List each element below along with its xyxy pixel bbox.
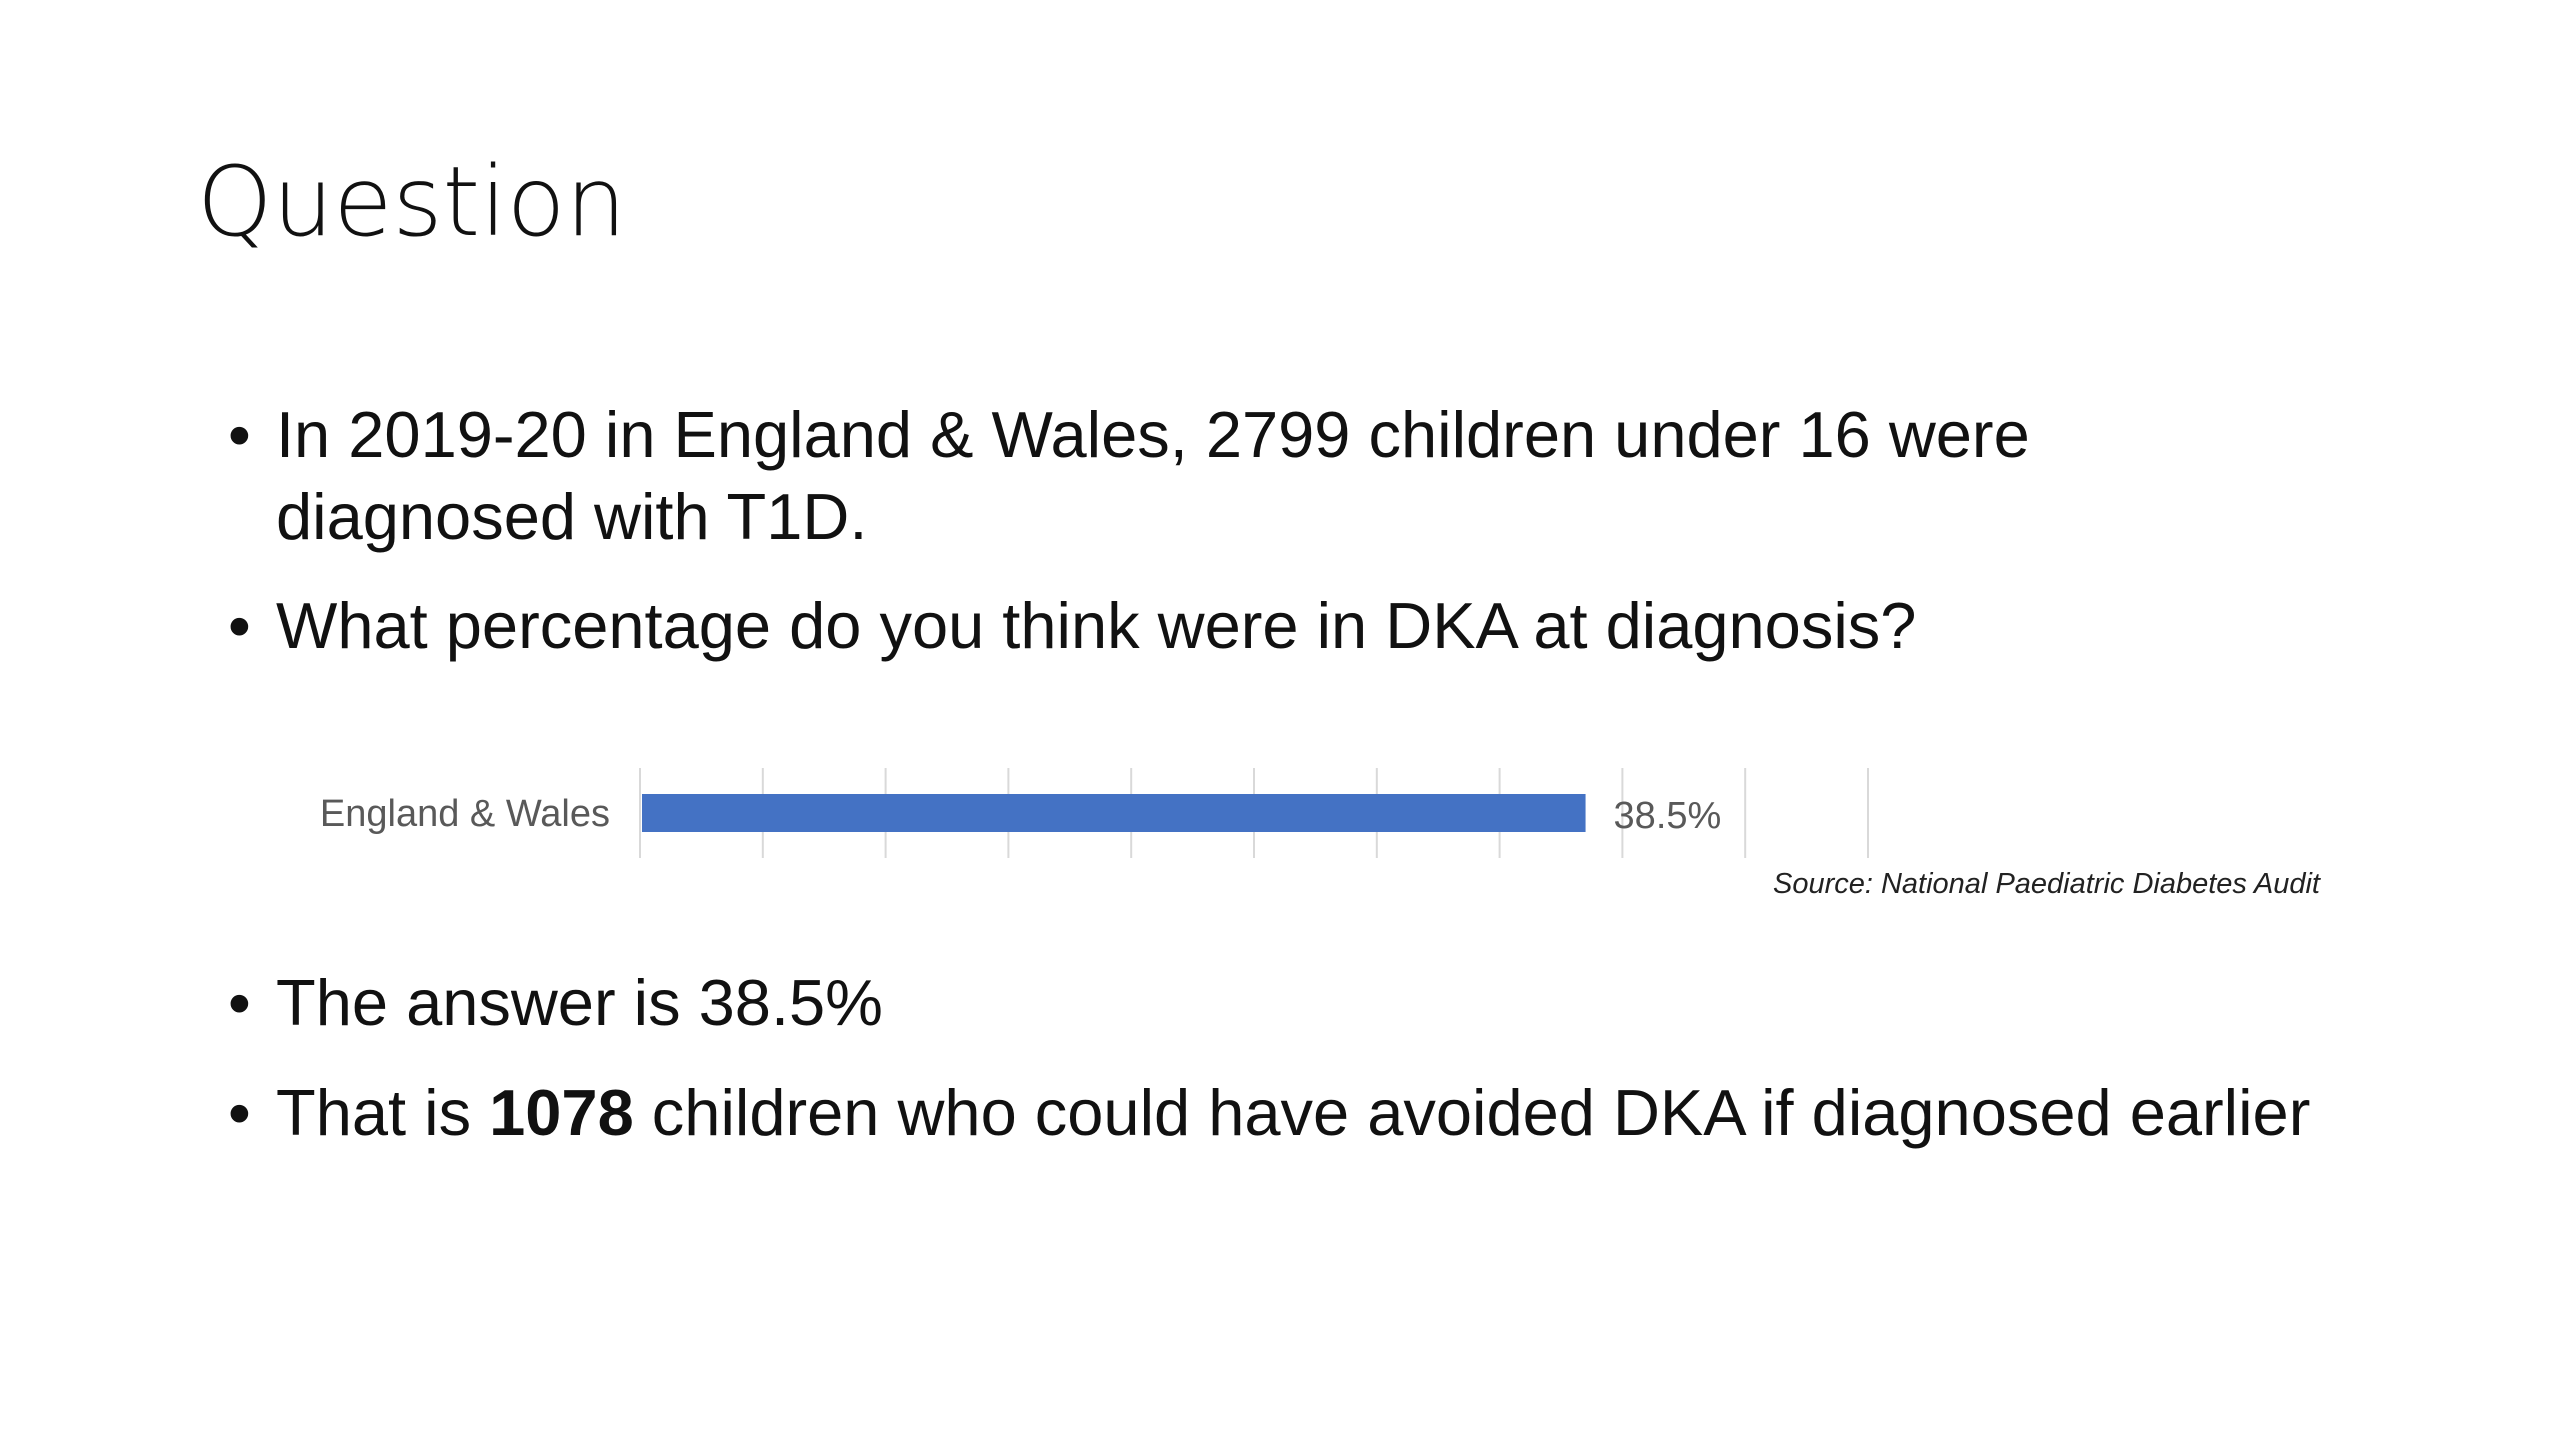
- source-note: Source: National Paediatric Diabetes Aud…: [1772, 868, 2320, 900]
- bullet-text: That is 1078 children who could have avo…: [276, 1072, 2328, 1154]
- chart-canvas: England & Wales 38.5%: [320, 768, 1869, 858]
- bullet-marker: •: [228, 1076, 251, 1149]
- chart-bar: [642, 794, 1586, 832]
- bullet-item: • What percentage do you think were in D…: [228, 585, 2208, 667]
- highlighted-count: 1078: [489, 1076, 634, 1149]
- bullet-text: What percentage do you think were in DKA…: [276, 589, 1917, 662]
- bullet-item: • The answer is 38.5%: [228, 962, 2208, 1044]
- bullet-item: • That is 1078 children who could have a…: [228, 1072, 2328, 1154]
- bullet-marker: •: [228, 398, 251, 471]
- chart-data-label: 38.5%: [1614, 795, 1722, 837]
- dka-bar-chart: England & Wales 38.5%: [270, 760, 2390, 920]
- bullet-text-suffix: children who could have avoided DKA if d…: [633, 1076, 2311, 1149]
- bullet-text: In 2019-20 in England & Wales, 2799 chil…: [276, 398, 2030, 553]
- bullet-item: • In 2019-20 in England & Wales, 2799 ch…: [228, 394, 2208, 558]
- bullet-marker: •: [228, 589, 251, 662]
- slide-title: Question: [197, 146, 627, 258]
- chart-category-label: England & Wales: [320, 793, 610, 835]
- bullet-text-prefix: That is: [276, 1076, 490, 1149]
- bullet-marker: •: [228, 966, 251, 1039]
- bullet-text: The answer is 38.5%: [276, 966, 883, 1039]
